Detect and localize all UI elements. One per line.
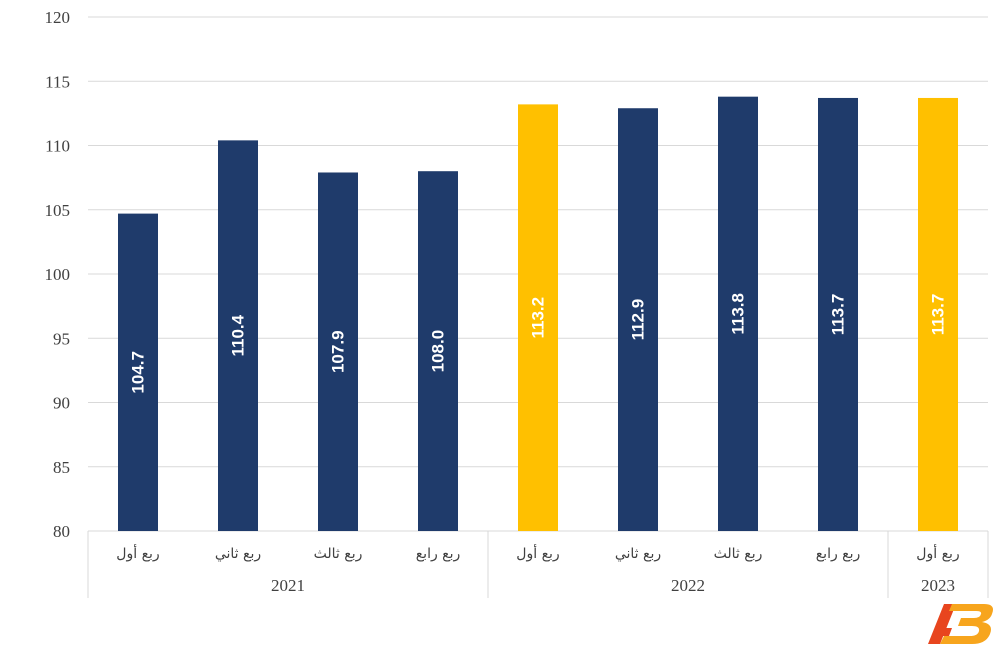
bar — [518, 104, 558, 531]
y-tick-label: 100 — [45, 265, 71, 284]
data-label: 107.9 — [329, 330, 348, 373]
x-tick-label: ربع أول — [516, 544, 559, 562]
bar — [618, 108, 658, 532]
x-tick-label: ربع ثالث — [714, 546, 763, 562]
year-label: 2022 — [671, 576, 705, 595]
y-tick-label: 120 — [45, 8, 71, 27]
data-label: 108.0 — [429, 330, 448, 373]
x-tick-label: ربع رابع — [416, 546, 461, 562]
data-label: 112.9 — [629, 299, 648, 341]
data-label: 113.7 — [829, 294, 848, 336]
y-tick-label: 115 — [45, 72, 70, 91]
data-label: 110.4 — [229, 314, 248, 356]
bars: 104.7 110.4 107.9 108.0 113.2 112.9 113.8 113.7… — [118, 96, 958, 532]
logo-icon — [928, 604, 993, 644]
y-tick-label: 80 — [53, 522, 70, 541]
bar — [118, 213, 158, 532]
data-label: 113.2 — [529, 297, 548, 339]
year-label: 2021 — [271, 576, 305, 595]
bar — [718, 96, 758, 532]
y-tick-label: 105 — [45, 201, 71, 220]
bar — [818, 97, 858, 531]
x-tick-label: ربع أول — [916, 544, 959, 562]
bar — [318, 172, 358, 532]
year-label: 2023 — [921, 576, 955, 595]
y-axis: 80 85 90 95 100 105 110 115 120 — [45, 8, 71, 541]
data-label: 113.7 — [929, 294, 948, 336]
x-tick-label: ربع رابع — [816, 546, 861, 562]
bar — [218, 140, 258, 532]
data-label: 113.8 — [729, 293, 748, 335]
y-tick-label: 95 — [53, 329, 70, 348]
x-tick-label: ربع ثاني — [615, 546, 661, 562]
bar — [418, 171, 458, 531]
x-tick-label: ربع أول — [116, 544, 159, 562]
y-tick-label: 90 — [53, 394, 70, 413]
x-tick-label: ربع ثالث — [314, 546, 363, 562]
bar — [918, 97, 958, 531]
x-axis: ربع أول ربع ثاني ربع ثالث ربع رابع ربع أول رب… — [87, 531, 989, 598]
y-tick-label: 110 — [45, 137, 70, 156]
data-label: 104.7 — [129, 351, 148, 394]
x-tick-label: ربع ثاني — [215, 546, 261, 562]
y-tick-label: 85 — [53, 458, 70, 477]
